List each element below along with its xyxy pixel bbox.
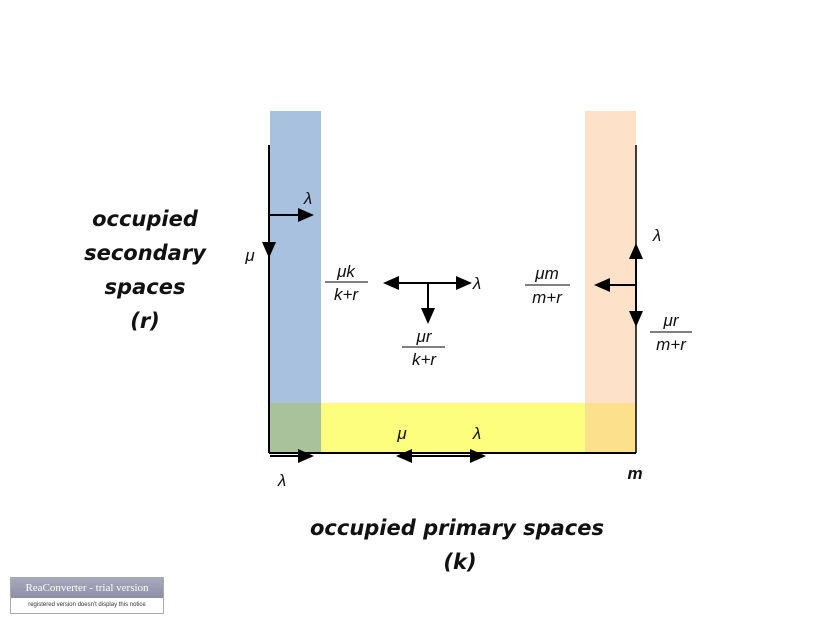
secondary-label: secondary — [84, 241, 207, 265]
mu-label: μ — [396, 424, 407, 443]
orange-band — [585, 111, 636, 403]
fraction-den: k+r — [334, 285, 359, 304]
primary-label: occupied primary spaces — [310, 516, 604, 540]
fraction-den: m+r — [656, 335, 687, 354]
secondary-label: spaces — [105, 275, 186, 299]
fraction-den: m+r — [532, 288, 563, 307]
lambda-label: λ — [472, 424, 481, 443]
fraction-den: k+r — [412, 350, 437, 369]
fraction-num: μr — [416, 327, 433, 346]
fraction-num: μm — [534, 264, 558, 283]
primary-label: (k) — [443, 550, 476, 574]
secondary-label: (r) — [130, 309, 160, 333]
green-corner — [270, 403, 321, 453]
watermark-title: ReaConverter - trial version — [11, 578, 163, 598]
m-label: m — [627, 464, 642, 483]
yellow-band — [321, 403, 585, 453]
watermark-subtitle: registered version doesn't display this … — [28, 602, 146, 608]
watermark: ReaConverter - trial version registered … — [10, 577, 164, 614]
secondary-label: occupied — [92, 207, 199, 231]
fraction-num: μr — [663, 311, 680, 330]
lambda-label: λ — [303, 189, 312, 208]
mu-label: μ — [244, 246, 255, 265]
lambda-label: λ — [652, 226, 661, 245]
orange-corner — [585, 403, 636, 453]
fraction-num: μk — [336, 262, 356, 281]
lambda-label: λ — [277, 471, 286, 490]
lambda-label: λ — [472, 274, 481, 293]
blue-band — [270, 111, 321, 403]
